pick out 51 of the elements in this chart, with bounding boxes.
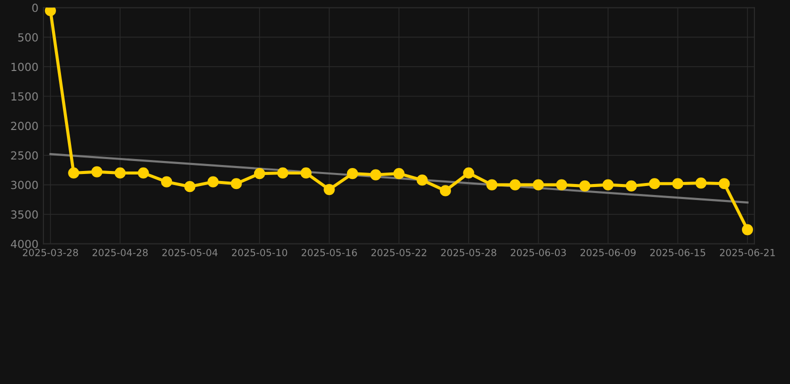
point [208,176,219,188]
y-tick-label: 500 [18,33,38,42]
point [114,167,126,179]
point [695,177,707,189]
x-tick-label: 2025-06-15 [650,248,706,256]
y-tick-label: 3500 [11,210,38,219]
point [44,8,56,16]
point [346,168,358,180]
y-tick-label: 0 [32,4,38,12]
x-tick-label: 2025-05-22 [371,248,426,256]
point [626,180,637,192]
y-tick-label: 2500 [11,151,38,160]
x-tick-label: 2025-03-28 [22,248,78,256]
point [579,180,590,192]
point [277,167,288,179]
x-tick-label: 2025-05-10 [232,248,288,256]
x-tick-label: 2025-04-28 [92,248,148,256]
point [184,181,196,192]
point [463,167,474,179]
point [742,224,754,236]
point [393,168,405,180]
y-tick-label: 2000 [11,122,38,130]
point [486,179,498,190]
point [254,168,266,180]
x-tick-label: 2025-05-04 [162,248,218,256]
point [300,167,312,179]
x-tick-label: 2025-05-16 [302,248,357,256]
x-tick-label: 2025-05-28 [441,248,496,256]
y-tick-label: 1000 [12,62,38,72]
point [370,169,382,180]
x-tick-label: 2025-06-21 [720,248,775,256]
y-tick-label: 3000 [11,180,38,190]
point [648,178,660,190]
point [324,184,335,196]
point [440,185,451,196]
x-tick-label: 2025-06-03 [510,248,566,256]
point [672,178,684,190]
point [91,166,102,178]
y-tick-label: 4000 [10,240,38,248]
point [416,174,428,186]
point [138,167,149,179]
point [718,178,730,190]
point [230,178,242,190]
point [532,179,544,190]
point [510,179,521,190]
x-tick-label: 2025-06-09 [580,248,636,256]
point [602,179,614,190]
y-tick-label: 1500 [12,92,38,101]
point [68,167,80,179]
point [556,179,568,190]
point [161,176,172,188]
